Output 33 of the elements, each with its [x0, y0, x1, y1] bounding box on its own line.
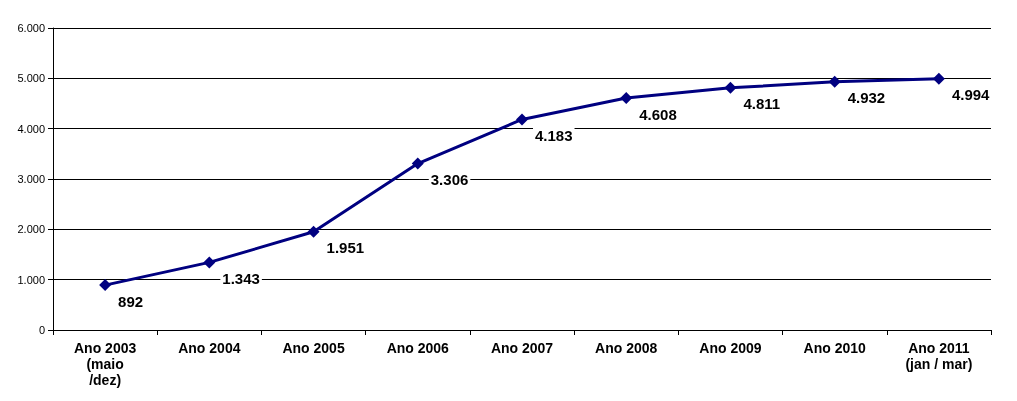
point: [411, 157, 424, 170]
x-tick-label: Ano 2010: [803, 340, 866, 356]
y-tick-label: 2.000: [17, 223, 45, 236]
y-tick-label: 1.000: [17, 273, 45, 286]
x-tick-label: Ano 2009: [699, 340, 762, 356]
y-tick-label: 5.000: [17, 72, 45, 85]
point: [99, 279, 112, 292]
x-tick-label: Ano 2004: [178, 340, 241, 356]
data-label: 4.183: [535, 126, 573, 144]
x-tick-label: Ano 2007: [490, 340, 554, 356]
x-tick-label: Ano 2006: [386, 340, 450, 356]
point: [203, 256, 216, 269]
data-label: 1.343: [222, 269, 260, 287]
y-tick-label: 6.000: [17, 22, 45, 34]
data-label: 4.994: [951, 86, 991, 104]
point: [620, 92, 633, 105]
x-tick-label: Ano 2003 (maio /dez): [73, 340, 137, 388]
y-tick-label: 3.000: [17, 173, 45, 185]
data-label: 4.811: [743, 95, 781, 113]
data-label: 4.932: [847, 89, 886, 107]
data-label: 892: [118, 292, 144, 310]
point: [307, 225, 320, 238]
data-label: 3.306: [430, 171, 469, 189]
point: [932, 72, 945, 85]
y-tick-label: 4.000: [17, 122, 45, 135]
point: [516, 113, 528, 126]
x-tick-label: Ano 2005: [282, 340, 345, 356]
data-label: 1.951: [326, 239, 365, 257]
x-tick-label: Ano 2011 (jan / mar): [905, 340, 973, 372]
data-label: 4.608: [639, 105, 677, 123]
x-tick-label: Ano 2008: [595, 340, 658, 356]
point: [828, 75, 841, 88]
y-tick-label: 0: [38, 324, 45, 336]
